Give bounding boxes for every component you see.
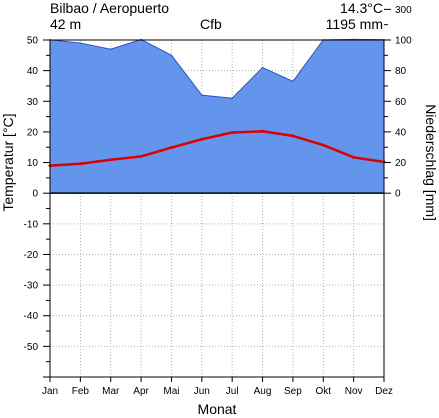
precipitation-tick-label: 60 [395, 97, 407, 108]
precipitation-tick-label: 100 [395, 36, 412, 47]
month-tick-label: Dez [375, 386, 393, 397]
temperature-tick-label: -20 [24, 250, 39, 261]
temperature-tick-label: 0 [32, 189, 38, 200]
precipitation-tick-label: 0 [395, 189, 401, 200]
temperature-point [352, 155, 356, 159]
station-name: Bilbao / Aeropuerto [50, 0, 170, 16]
annual-precipitation: 1195 mm [325, 16, 383, 32]
month-tick-label: Apr [133, 386, 149, 397]
precipitation-point [231, 97, 233, 100]
precipitation-point [79, 42, 82, 44]
temperature-point [261, 129, 265, 133]
temperature-point [139, 154, 143, 158]
climate-classification: Cfb [200, 16, 222, 32]
temperature-point [230, 131, 234, 135]
precipitation-tick-label: 80 [395, 66, 407, 77]
y-axis-label-temperature: Temperatur [°C] [0, 113, 16, 211]
temperature-tick-label: 50 [27, 36, 39, 47]
month-tick-label: Aug [254, 386, 272, 397]
temperature-point [291, 134, 295, 138]
month-tick-label: Feb [72, 386, 90, 397]
precipitation-tick-label: 20 [395, 158, 407, 169]
temperature-point [78, 162, 82, 166]
month-tick-label: Sep [284, 386, 302, 397]
y-axis-label-precipitation: Niederschlag [mm] [423, 104, 439, 221]
precipitation-point [261, 66, 264, 69]
month-tick-label: Jun [194, 386, 210, 397]
temperature-point [200, 137, 204, 141]
x-axis-label: Monat [198, 401, 237, 417]
precipitation-point [201, 94, 203, 96]
month-tick-label: Nov [345, 386, 363, 397]
precipitation-point [170, 54, 173, 57]
precipitation-area [49, 38, 385, 194]
month-tick-label: Jul [226, 386, 239, 397]
precipitation-point [109, 48, 112, 50]
temperature-axis: -50 -40 -30 -20 -10 0 10 20 30 40 50 [24, 36, 50, 378]
temperature-tick-label: 30 [27, 97, 39, 108]
temperature-tick-label: -50 [24, 342, 39, 353]
temperature-tick-label: -30 [24, 281, 39, 292]
temperature-tick-label: 10 [27, 158, 39, 169]
precipitation-tick-label: 40 [395, 127, 407, 138]
month-tick-label: Okt [315, 386, 331, 397]
temperature-point [109, 158, 113, 162]
precipitation-axis: 020406080100300500700900 [384, 5, 412, 200]
mean-temperature: 14.3°C [340, 0, 383, 16]
month-axis: Jan Feb Mar Apr Mai Jun Jul Aug Sep Okt Nov Dez [42, 377, 393, 397]
temperature-tick-label: 40 [27, 66, 39, 77]
month-tick-label: Mar [102, 386, 120, 397]
temperature-point [321, 143, 325, 147]
station-elevation: 42 m [50, 16, 82, 32]
temperature-series-line [49, 130, 385, 167]
month-tick-label: Jan [42, 386, 58, 397]
temperature-tick-label: 20 [27, 127, 39, 138]
precipitation-fill [50, 40, 384, 194]
month-tick-label: Mai [163, 386, 179, 397]
temperature-tick-label: -10 [24, 219, 39, 230]
temperature-point [169, 146, 173, 150]
temperature-tick-label: -40 [24, 311, 39, 322]
precipitation-point [292, 80, 294, 83]
precipitation-tick-label: 300 [395, 5, 412, 16]
